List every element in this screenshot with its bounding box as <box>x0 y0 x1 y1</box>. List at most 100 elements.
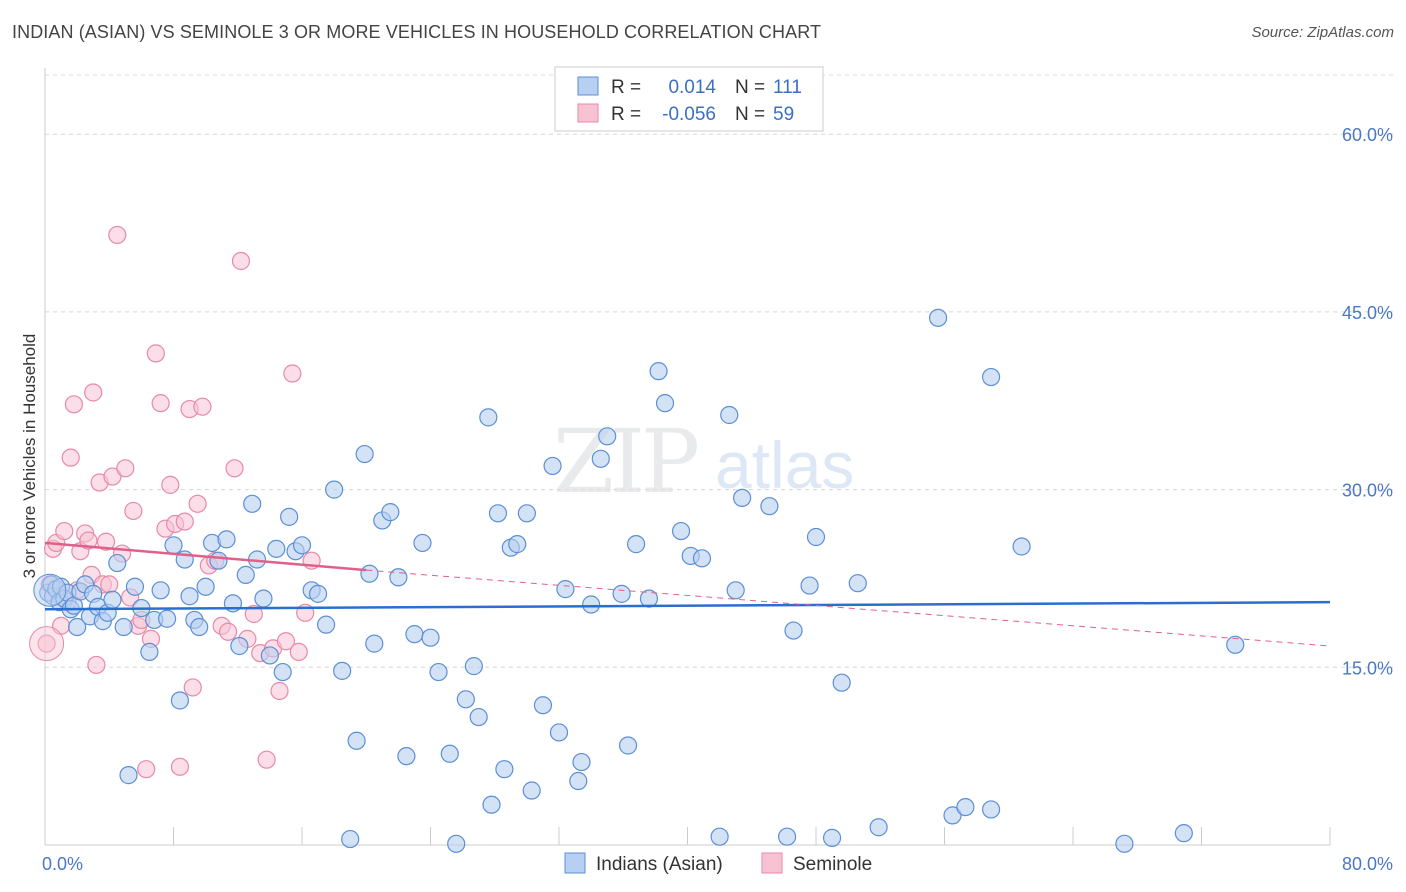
seminole-point <box>188 494 207 513</box>
indians-asian-point <box>119 766 138 785</box>
indians-asian-point <box>806 527 826 547</box>
x-tick-label-end: 80.0% <box>1342 854 1393 874</box>
indians-asian-point <box>543 456 562 476</box>
seminole-point <box>270 681 289 701</box>
seminole-point <box>87 655 106 675</box>
indians-asian-point <box>784 621 803 640</box>
indians-asian-point <box>726 581 745 600</box>
y-tick-label: 60.0% <box>1342 125 1393 145</box>
indians-asian-point <box>655 394 675 413</box>
seminole-point <box>283 364 302 383</box>
indians-asian-point <box>956 797 975 817</box>
indians-asian-point <box>533 696 553 715</box>
indians-asian-point <box>33 573 67 607</box>
legend-swatch-blue <box>577 76 599 96</box>
x-tick-labels: 0.0% 80.0% <box>42 854 1393 874</box>
indians-asian-point <box>292 536 312 555</box>
indians-asian-point <box>1174 824 1193 843</box>
indians-asian-point <box>325 480 344 499</box>
indians-asian-point <box>549 723 569 742</box>
indians-asian-point <box>421 628 440 647</box>
seminole-point <box>55 521 74 541</box>
seminole-point <box>108 225 127 245</box>
indians-asian-point <box>440 744 459 763</box>
indians-asian-point <box>267 539 286 558</box>
indians-asian-point <box>180 587 199 606</box>
indians-asian-point <box>479 408 498 427</box>
indians-asian-point <box>612 584 631 603</box>
watermark-atlas: atlas <box>715 428 854 502</box>
indians-asian-point <box>572 752 591 772</box>
series-legend: Indians (Asian) Seminole <box>564 852 872 875</box>
indians-asian-point <box>800 576 819 595</box>
indians-asian-point <box>760 497 779 516</box>
indians-asian-point <box>217 530 236 549</box>
indians-asian-point <box>308 584 328 603</box>
indians-asian-point <box>1012 537 1031 556</box>
seminole-points <box>29 225 321 779</box>
indians-asian-point <box>495 760 514 779</box>
indians-asian-point <box>720 405 739 425</box>
indians-asian-point <box>692 549 712 568</box>
seminole-point <box>175 512 194 531</box>
watermark-zip: ZIP <box>553 410 698 513</box>
indians-asian-point <box>928 308 948 327</box>
seminole-point <box>100 575 119 594</box>
indians-asian-point <box>243 494 262 513</box>
seminole-point <box>276 632 296 651</box>
seminole-point <box>170 757 190 776</box>
seminole-point <box>151 394 170 413</box>
y-tick-label: 45.0% <box>1342 303 1393 323</box>
indians-asian-point <box>103 590 122 609</box>
indians-asian-point <box>464 657 483 676</box>
seminole-point <box>84 383 103 402</box>
indians-asian-point <box>381 503 400 522</box>
indians-asian-point <box>943 806 962 825</box>
seminole-point <box>64 395 84 414</box>
legend-r-label-2: R = <box>611 104 641 125</box>
indians-asian-point <box>848 574 867 593</box>
seminole-point <box>116 459 135 478</box>
indians-asian-point <box>190 617 209 637</box>
indians-asian-points <box>33 308 1245 853</box>
indians-asian-point <box>209 551 228 570</box>
seminole-point <box>219 622 238 641</box>
chart-title: INDIAN (ASIAN) VS SEMINOLE 3 OR MORE VEH… <box>12 22 822 42</box>
watermark: ZIP atlas <box>553 410 854 513</box>
indians-asian-point <box>140 642 159 662</box>
indians-asian-point <box>316 615 336 634</box>
legend-n-value-1: 111 <box>773 77 802 98</box>
indians-asian-point <box>522 781 541 800</box>
seminole-point <box>61 448 80 467</box>
indians-asian-point <box>68 617 87 637</box>
indians-asian-point <box>170 691 190 710</box>
indians-asian-point <box>517 504 536 523</box>
seminole-trend-line <box>44 541 367 572</box>
indians-asian-point <box>582 595 601 614</box>
indians-asian-point <box>360 564 379 583</box>
bottom-legend-label-indians: Indians (Asian) <box>596 854 723 875</box>
bottom-legend-swatch-blue <box>564 852 586 874</box>
indians-asian-trend-line <box>44 600 1331 611</box>
indians-asian-point <box>733 488 752 508</box>
indians-asian-point <box>333 661 352 680</box>
indians-asian-point <box>822 828 842 847</box>
indians-asian-point <box>365 634 384 653</box>
indians-asian-point <box>260 646 279 665</box>
indians-asian-point <box>389 568 408 587</box>
seminole-point <box>29 626 65 662</box>
indians-asian-point <box>482 795 501 814</box>
indians-asian-point <box>405 625 424 644</box>
bottom-legend-swatch-pink <box>761 852 783 874</box>
indians-asian-point <box>355 444 374 464</box>
seminole-point <box>124 501 143 521</box>
seminole-point <box>137 760 156 779</box>
indians-asian-point <box>618 736 638 755</box>
indians-asian-point <box>164 536 183 555</box>
indians-asian-point <box>196 577 215 596</box>
indians-asian-point <box>649 362 668 381</box>
legend-r-value-1: 0.014 <box>668 77 716 98</box>
indians-asian-point <box>777 827 797 846</box>
y-axis-title: 3 or more Vehicles in Household <box>20 334 39 579</box>
chart-source: Source: ZipAtlas.com <box>1251 24 1394 41</box>
